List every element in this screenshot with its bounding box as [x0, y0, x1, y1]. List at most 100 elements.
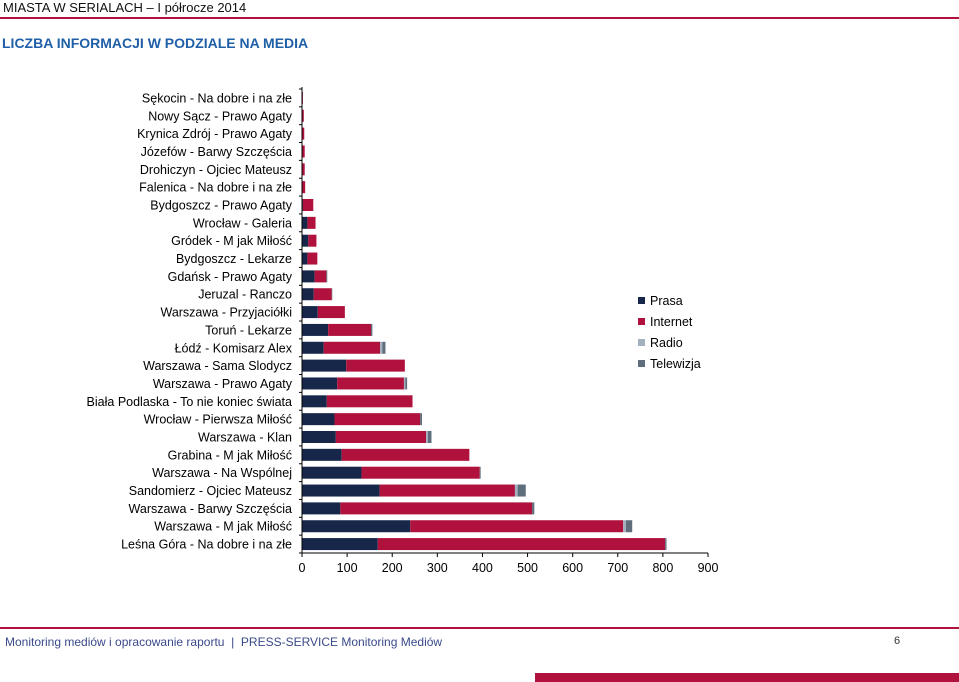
bar-telewizja: [517, 484, 526, 497]
bar-prasa: [302, 234, 309, 247]
legend-swatch: [638, 318, 645, 325]
x-tick-label: 800: [652, 561, 673, 575]
category-label: Krynica Zdrój - Prawo Agaty: [137, 127, 293, 141]
category-label: Warszawa - Sama Slodycz: [143, 359, 292, 373]
category-label: Jeruzal - Ranczo: [198, 288, 292, 302]
bar-telewizja: [420, 413, 422, 426]
bar-prasa: [302, 341, 324, 354]
page-number: 6: [894, 635, 901, 647]
bar-internet: [334, 413, 421, 426]
bar-internet: [335, 431, 427, 443]
bar-internet: [308, 234, 317, 247]
bar-internet: [340, 502, 533, 515]
legend-label: Internet: [650, 314, 693, 329]
bar-telewizja: [427, 431, 432, 443]
bar-radio: [426, 431, 428, 443]
x-tick-label: 900: [698, 561, 719, 575]
bar-prasa: [302, 395, 327, 408]
chart-legend: Prasa Internet Radio Telewizja: [638, 290, 701, 374]
legend-item-internet: Internet: [638, 311, 701, 332]
bar-internet: [307, 216, 316, 229]
category-label: Bydgoszcz - Prawo Agaty: [150, 199, 292, 213]
category-label: Grabina - M jak Miłość: [168, 448, 292, 462]
bar-internet: [326, 395, 413, 408]
bar-internet: [328, 323, 372, 336]
legend-swatch: [638, 360, 645, 367]
category-label: Warszawa - Na Wspólnej: [152, 466, 292, 480]
bar-internet: [379, 484, 515, 497]
bar-telewizja: [371, 323, 373, 336]
bar-prasa: [302, 466, 362, 479]
footer-divider: [0, 627, 959, 629]
bar-radio: [514, 484, 518, 497]
category-label: Łódź - Komisarz Alex: [175, 341, 293, 355]
x-tick-label: 400: [472, 561, 493, 575]
legend-item-telewizja: Telewizja: [638, 353, 701, 374]
x-tick-label: 200: [382, 561, 403, 575]
bar-internet: [346, 359, 405, 372]
footer-accent-bar: [535, 673, 959, 682]
bar-telewizja: [382, 341, 386, 354]
bar-internet: [307, 252, 318, 265]
bar-radio: [623, 520, 626, 533]
category-label: Leśna Góra - Na dobre i na złe: [121, 538, 292, 552]
bar-prasa: [302, 448, 342, 461]
bar-internet: [361, 466, 480, 479]
bar-prasa: [302, 306, 318, 319]
bar-prasa: [302, 431, 336, 443]
category-label: Bydgoszcz - Lekarze: [176, 252, 292, 266]
bar-telewizja: [665, 538, 667, 551]
legend-label: Telewizja: [650, 356, 701, 371]
bar-internet: [302, 127, 305, 140]
bar-internet: [302, 199, 314, 211]
bar-telewizja: [625, 520, 633, 533]
bar-prasa: [302, 359, 347, 372]
bar-prasa: [302, 377, 338, 390]
bar-prasa: [302, 520, 411, 533]
legend-swatch: [638, 339, 645, 346]
bar-prasa: [302, 538, 378, 551]
bar-internet: [302, 181, 306, 194]
category-label: Warszawa - Klan: [198, 431, 292, 445]
header-divider: [0, 17, 959, 19]
category-label: Warszawa - M jak Miłość: [154, 520, 292, 534]
legend-label: Prasa: [650, 293, 683, 308]
bar-internet: [302, 109, 304, 122]
bar-prasa: [302, 502, 341, 515]
category-label: Sękocin - Na dobre i na złe: [142, 91, 292, 105]
category-label: Toruń - Lekarze: [205, 323, 292, 337]
legend-item-radio: Radio: [638, 332, 701, 353]
category-label: Józefów - Barwy Szczęścia: [141, 145, 292, 159]
category-label: Warszawa - Barwy Szczęścia: [129, 502, 293, 516]
bar-internet: [314, 270, 327, 283]
bar-telewizja: [326, 270, 328, 283]
x-tick-label: 300: [427, 561, 448, 575]
bar-prasa: [302, 270, 315, 283]
category-label: Gdańsk - Prawo Agaty: [168, 270, 293, 284]
x-tick-label: 500: [517, 561, 538, 575]
x-tick-label: 700: [607, 561, 628, 575]
bar-internet: [313, 288, 332, 301]
category-label: Drohiczyn - Ojciec Mateusz: [140, 163, 292, 177]
category-label: Wrocław - Pierwsza Miłość: [144, 413, 292, 427]
bar-radio: [380, 341, 383, 354]
x-tick-label: 100: [337, 561, 358, 575]
bar-internet: [337, 377, 404, 390]
bar-internet: [341, 448, 470, 461]
bar-prasa: [302, 252, 308, 265]
bar-internet: [302, 163, 305, 176]
bar-prasa: [302, 288, 314, 301]
category-label: Falenica - Na dobre i na złe: [139, 181, 292, 195]
footer-text: Monitoring mediów i opracowanie raportu …: [5, 635, 443, 649]
category-label: Wrocław - Galeria: [193, 216, 292, 230]
legend-label: Radio: [650, 335, 683, 350]
stacked-bar-chart: Sękocin - Na dobre i na złe Nowy Sącz - P…: [87, 87, 719, 575]
bar-telewizja: [479, 466, 481, 479]
bar-prasa: [302, 413, 335, 426]
legend-swatch: [638, 297, 645, 304]
bar-internet: [302, 145, 305, 158]
bar-prasa: [302, 323, 329, 336]
bar-telewizja: [532, 502, 535, 515]
legend-item-prasa: Prasa: [638, 290, 701, 311]
bar-prasa: [302, 484, 380, 497]
